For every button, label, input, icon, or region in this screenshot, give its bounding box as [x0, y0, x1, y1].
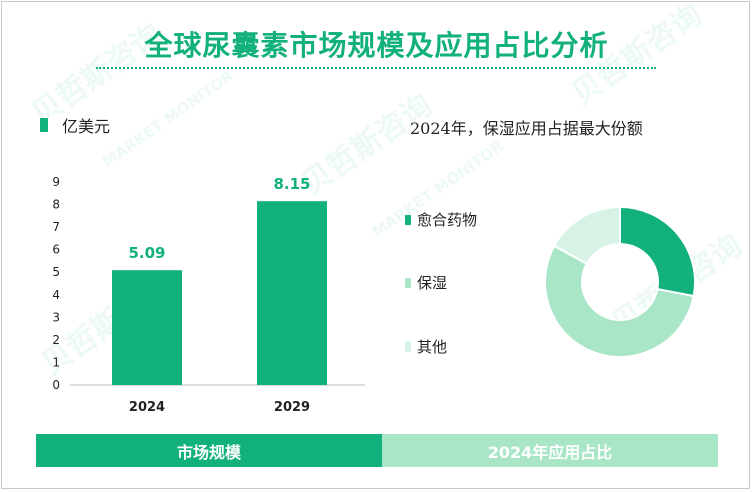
y-tick-label: 2: [52, 333, 60, 347]
tab-application-share: 2024年应用占比: [382, 434, 718, 467]
y-tick-label: 3: [52, 310, 60, 324]
legend-dot: [405, 341, 411, 352]
bar-legend: 亿美元: [40, 113, 110, 137]
y-tick-label: 5: [52, 265, 60, 279]
y-tick-label: 6: [52, 243, 60, 257]
donut-slice-1: [619, 205, 696, 298]
pie-legend-label: 愈合药物: [417, 211, 478, 229]
y-tick-label: 4: [52, 288, 60, 302]
title-divider: [96, 67, 656, 69]
legend-dot: [405, 214, 411, 225]
y-tick-label: 0: [52, 378, 60, 392]
legend-label: 亿美元: [62, 117, 111, 136]
bar-value-label: 8.15: [273, 175, 310, 193]
pie-legend-item-moisturizing: 保湿: [405, 272, 447, 293]
donut-chart: [544, 205, 696, 358]
bar-value-label: 5.09: [128, 244, 165, 262]
bar-2029: [257, 201, 327, 385]
pie-legend-item-healing: 愈合药物: [405, 209, 477, 230]
donut-slice-2: [544, 244, 695, 358]
pie-legend-label: 保湿: [417, 274, 448, 292]
donut-slice-3: [552, 205, 621, 266]
legend-dot: [405, 277, 411, 288]
tab-market-size: 市场规模: [36, 434, 382, 467]
x-tick-label: 2024: [129, 400, 165, 415]
y-tick-label: 9: [52, 175, 60, 189]
pie-legend-label: 其他: [417, 338, 448, 356]
y-tick-label: 7: [52, 220, 60, 234]
bar-2024: [112, 270, 182, 385]
y-tick-label: 1: [52, 355, 60, 369]
pie-legend-item-other: 其他: [405, 336, 447, 357]
legend-swatch: [40, 118, 48, 132]
x-tick-label: 2029: [274, 400, 310, 415]
page-title: 全球尿囊素市场规模及应用占比分析: [144, 29, 609, 62]
bar-chart: 0 1 2 3 4 5 6 7 8 9 5.09 2024 8.15 2029: [52, 175, 365, 415]
y-tick-label: 8: [52, 198, 60, 212]
pie-heading: 2024年，保湿应用占据最大份额: [410, 119, 643, 138]
